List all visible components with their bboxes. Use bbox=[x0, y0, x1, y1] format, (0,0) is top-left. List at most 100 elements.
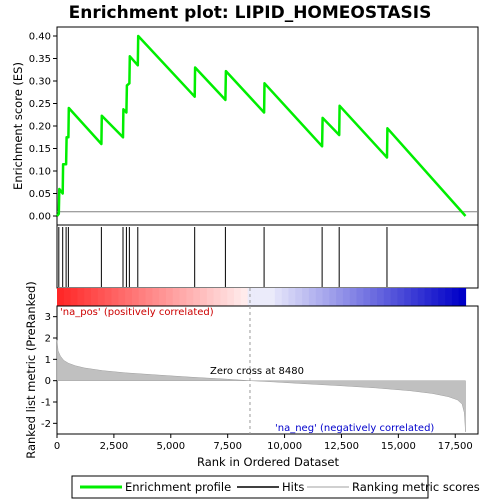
band-segment bbox=[57, 288, 65, 306]
es-y-tick-label: 0.40 bbox=[29, 32, 51, 43]
es-y-tick-label: 0.35 bbox=[29, 54, 51, 65]
band-segment bbox=[383, 288, 392, 306]
band-segment bbox=[138, 288, 147, 306]
x-tick-label: 7,500 bbox=[213, 441, 242, 452]
legend-enrichment-label: Enrichment profile bbox=[125, 480, 231, 494]
band-segment bbox=[220, 288, 228, 306]
band-segment bbox=[431, 288, 439, 306]
band-segment bbox=[152, 288, 160, 306]
metric-y-tick-label: 1 bbox=[45, 355, 51, 366]
hits-panel bbox=[56, 224, 479, 289]
band-segment bbox=[84, 288, 92, 306]
x-tick-label: 12,500 bbox=[324, 441, 359, 452]
band-segment bbox=[397, 288, 405, 306]
x-tick-label: 2,500 bbox=[100, 441, 129, 452]
band-segment bbox=[336, 288, 344, 306]
es-y-tick-label: 0.00 bbox=[29, 212, 51, 223]
band-segment bbox=[70, 288, 79, 306]
x-tick-label: 10,000 bbox=[267, 441, 302, 452]
metric-y-tick-label: 2 bbox=[45, 334, 51, 345]
es-y-tick-label: 0.10 bbox=[29, 167, 51, 178]
enrichment-plot-area bbox=[56, 26, 479, 226]
band-segment bbox=[315, 288, 324, 306]
band-segment bbox=[363, 288, 371, 306]
es-y-tick-label: 0.05 bbox=[29, 189, 51, 200]
metric-x-ticks: 0 2,500 5,000 7,500 10,000 12,500 15,000 17,500 bbox=[54, 434, 473, 452]
band-segment bbox=[172, 288, 181, 306]
pos-correlated-label: 'na_pos' (positively correlated) bbox=[60, 307, 214, 318]
metric-y-tick-label: -1 bbox=[41, 398, 51, 409]
es-y-ticks: 0.00 0.05 0.10 0.15 0.20 0.25 0.30 0.35 0.40 bbox=[29, 32, 57, 223]
metric-y-tick-label: -2 bbox=[41, 419, 51, 430]
band-segment bbox=[63, 288, 72, 306]
band-segment bbox=[295, 288, 303, 306]
band-segment bbox=[240, 288, 249, 306]
legend-metric-label: Ranking metric scores bbox=[352, 480, 480, 494]
band-segment bbox=[356, 288, 364, 306]
x-tick-label: 15,000 bbox=[381, 441, 416, 452]
band-segment bbox=[199, 288, 208, 306]
band-segment bbox=[213, 288, 221, 306]
band-segment bbox=[390, 288, 399, 306]
band-segment bbox=[261, 288, 269, 306]
band-segment bbox=[404, 288, 412, 306]
band-segment bbox=[322, 288, 330, 306]
band-segment bbox=[186, 288, 194, 306]
hit-lines bbox=[58, 227, 388, 287]
legend-hits-label: Hits bbox=[282, 480, 304, 494]
band-segment bbox=[274, 288, 283, 306]
band-segment bbox=[376, 288, 385, 306]
es-y-axis-label: Enrichment score (ES) bbox=[11, 62, 25, 190]
metric-plot-area bbox=[56, 305, 479, 435]
x-tick-label: 5,000 bbox=[156, 441, 185, 452]
band-segment bbox=[159, 288, 167, 306]
band-segment bbox=[227, 288, 235, 306]
band-segment bbox=[77, 288, 85, 306]
x-tick-label: 0 bbox=[54, 441, 60, 452]
enrichment-panel: 0.00 0.05 0.10 0.15 0.20 0.25 0.30 0.35 0.40 Enr… bbox=[11, 26, 479, 226]
metric-y-tick-label: 0 bbox=[45, 376, 51, 387]
band-segment bbox=[417, 288, 426, 306]
band-segment bbox=[281, 288, 290, 306]
band-segment bbox=[91, 288, 99, 306]
band-segment bbox=[458, 288, 467, 306]
band-segment bbox=[329, 288, 337, 306]
band-segment bbox=[349, 288, 358, 306]
band-segment bbox=[234, 288, 242, 306]
neg-correlated-label: 'na_neg' (negatively correlated) bbox=[275, 423, 434, 434]
band-segment bbox=[342, 288, 351, 306]
band-segment bbox=[424, 288, 433, 306]
band-segment bbox=[370, 288, 378, 306]
band-segment bbox=[104, 288, 113, 306]
band-segment bbox=[247, 288, 256, 306]
es-y-tick-label: 0.15 bbox=[29, 144, 51, 155]
band-segment bbox=[438, 288, 446, 306]
band-segment bbox=[288, 288, 296, 306]
metric-y-axis-label: Ranked list metric (PreRanked) bbox=[24, 281, 38, 459]
band-segment bbox=[131, 288, 140, 306]
band-segment bbox=[254, 288, 262, 306]
es-y-tick-label: 0.20 bbox=[29, 122, 51, 133]
zero-cross-label: Zero cross at 8480 bbox=[210, 366, 304, 377]
band-segment bbox=[97, 288, 106, 306]
enrichment-profile-line bbox=[56, 34, 467, 217]
band-segment bbox=[165, 288, 174, 306]
legend: Enrichment profile Hits Ranking metric s… bbox=[71, 475, 480, 499]
band-segment bbox=[125, 288, 133, 306]
rank-color-band bbox=[57, 288, 467, 306]
es-y-tick-label: 0.30 bbox=[29, 77, 51, 88]
band-segment bbox=[118, 288, 126, 306]
band-segment bbox=[111, 288, 119, 306]
chart-title: Enrichment plot: LIPID_HOMEOSTASIS bbox=[69, 3, 432, 23]
hits-area bbox=[56, 224, 479, 289]
metric-y-tick-label: 3 bbox=[45, 312, 51, 323]
x-axis-label: Rank in Ordered Dataset bbox=[197, 455, 340, 469]
band-segment bbox=[193, 288, 201, 306]
band-segment bbox=[206, 288, 215, 306]
band-segment bbox=[302, 288, 310, 306]
metric-y-ticks: -2 -1 0 1 2 3 bbox=[41, 312, 57, 430]
es-y-tick-label: 0.25 bbox=[29, 99, 51, 110]
band-segment bbox=[179, 288, 187, 306]
metric-panel: -2 -1 0 1 2 3 0 2,500 5,000 7,500 10,000 12,500 15,… bbox=[24, 281, 479, 469]
